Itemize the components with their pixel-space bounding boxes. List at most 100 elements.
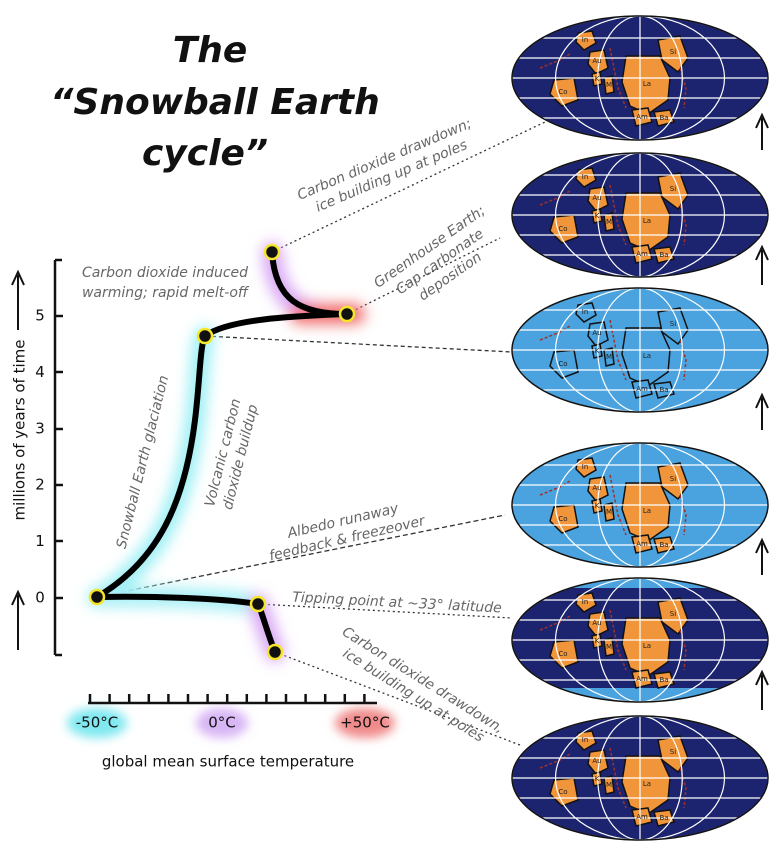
meridian	[597, 443, 683, 567]
y-tick-label: 0	[35, 589, 45, 607]
continent-label: Co	[558, 360, 567, 368]
annotation: Carbon dioxide drawdown;ice building up …	[295, 116, 481, 221]
x-tick-label: -50°C	[76, 714, 118, 732]
continent-label: M	[606, 643, 612, 651]
annotation: Volcanic carbondioxide buildup	[202, 397, 262, 513]
globe-inner	[512, 288, 768, 412]
continent-label: Co	[558, 515, 567, 523]
cold-glow	[67, 708, 127, 738]
continent-label: Co	[558, 650, 567, 658]
continent	[603, 637, 615, 657]
continent-label: M	[606, 218, 612, 226]
continent-label: Ba	[659, 251, 668, 259]
continent-label: Am	[636, 813, 648, 821]
mountain-belt	[539, 190, 571, 206]
globe-inner	[512, 716, 768, 840]
time-arrows-right	[755, 112, 769, 710]
continent	[621, 327, 671, 387]
globe-outline	[511, 442, 769, 568]
globe: In Si Au KM La Co Am Ba	[511, 152, 769, 278]
continent-label: In	[582, 463, 589, 471]
continent-label: Au	[592, 619, 601, 627]
continent-label: La	[643, 780, 651, 788]
meridian	[554, 153, 726, 277]
continent	[575, 592, 597, 613]
continent	[603, 347, 615, 367]
time-arrows	[11, 269, 25, 650]
continent-label: Si	[670, 320, 676, 328]
title-line: “Snowball Earth	[50, 82, 379, 123]
continent-label: Si	[670, 748, 676, 756]
continent	[631, 807, 653, 827]
hot-glow	[335, 708, 395, 738]
globe-outline	[511, 715, 769, 841]
continent-label: Si	[670, 475, 676, 483]
mountain-belt	[539, 753, 571, 769]
continent-label: Am	[636, 540, 648, 548]
stage-points	[88, 243, 356, 661]
meridian	[597, 578, 683, 702]
continent-label: M	[606, 81, 612, 89]
meridian	[597, 716, 683, 840]
continent-label: Ba	[659, 676, 668, 684]
continent-label: Ba	[659, 386, 668, 394]
continent-label: La	[643, 642, 651, 650]
globe-outline	[511, 152, 769, 278]
continent-label: Am	[636, 675, 648, 683]
meridian	[554, 443, 726, 567]
continent-label: K	[595, 347, 600, 355]
continent	[621, 192, 671, 252]
continent-label: La	[643, 80, 651, 88]
globe-inner	[512, 443, 768, 567]
globe-outline	[511, 287, 769, 413]
continent	[575, 457, 597, 478]
annotation: Carbon dioxide induced warming; rapid mel…	[82, 265, 250, 301]
continent-label: Ba	[659, 541, 668, 549]
meridian	[597, 16, 683, 140]
continent	[631, 534, 653, 554]
continent-label: M	[606, 781, 612, 789]
x-tick-label: +50°C	[340, 714, 390, 732]
continent-label: Co	[558, 88, 567, 96]
meridian	[554, 288, 726, 412]
continent-label: K	[595, 775, 600, 783]
y-tick-label: 3	[35, 419, 45, 437]
continent-label: Ba	[659, 114, 668, 122]
continent	[631, 379, 653, 399]
continent	[603, 75, 615, 95]
continent-label: Si	[670, 610, 676, 618]
annotation: Tipping point at ~33° latitude	[292, 590, 502, 617]
y-axis-label: millions of years of time	[11, 340, 29, 521]
x-tick-label: 0°C	[208, 714, 236, 732]
continent-label: K	[595, 212, 600, 220]
continent-label: In	[582, 598, 589, 606]
continent-label: K	[595, 75, 600, 83]
continent	[575, 730, 597, 751]
globe-inner	[512, 16, 768, 140]
mountain-belt	[539, 480, 571, 496]
continent-label: La	[643, 217, 651, 225]
continent-label: Au	[592, 329, 601, 337]
continent	[603, 775, 615, 795]
mountain-belt	[539, 53, 571, 69]
continent-label: Au	[592, 57, 601, 65]
meridian	[597, 288, 683, 412]
globe: In Si Au KM La Co Am Ba	[511, 287, 769, 413]
connectors	[96, 121, 546, 746]
continent-label: K	[595, 637, 600, 645]
continent-label: K	[595, 502, 600, 510]
continent-label: Am	[636, 385, 648, 393]
meridian	[554, 716, 726, 840]
meridian	[597, 153, 683, 277]
continent-label: M	[606, 353, 612, 361]
continent-label: Am	[636, 113, 648, 121]
globe-inner	[512, 153, 768, 277]
x-axis	[88, 694, 377, 705]
continent	[603, 212, 615, 232]
continent	[621, 482, 671, 542]
mountain-belt	[539, 325, 571, 341]
globe-outline	[511, 577, 769, 703]
meridian	[554, 578, 726, 702]
globe: In Si Au KM La Co Am Ba	[511, 577, 769, 703]
